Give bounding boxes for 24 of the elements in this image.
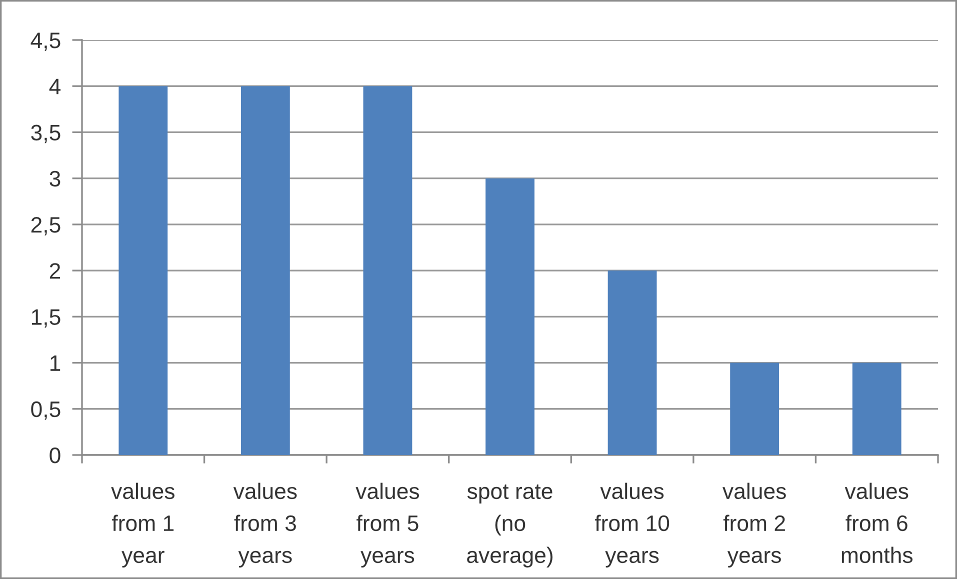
x-tick-label: values from 5 years: [356, 482, 420, 568]
x-tick-label: values from 3 years: [233, 482, 297, 568]
y-tick-label: 4: [49, 78, 61, 94]
y-tick-label: 2: [50, 263, 60, 279]
x-tick-label: values from 1 year: [111, 482, 174, 568]
x-tick-label: values from 2 years: [722, 482, 786, 568]
bar: [118, 86, 168, 455]
bar: [730, 362, 780, 455]
y-tick-label: 0: [50, 448, 60, 464]
bar: [363, 86, 412, 455]
y-tick-label: 0,5: [31, 401, 60, 420]
bar: [608, 270, 657, 455]
y-tick-label: 2,5: [31, 216, 60, 236]
y-tick-label: 3,5: [31, 124, 60, 144]
bar: [852, 362, 902, 455]
y-tick-label: 1,5: [32, 309, 60, 328]
x-tick-label: values from 10 years: [594, 482, 670, 568]
x-tick-label: spot rate (no average): [467, 484, 552, 568]
y-tick-label: 4,5: [30, 32, 60, 51]
x-tick-label: values from 6 months: [842, 482, 912, 564]
bar: [240, 86, 290, 455]
bar: [486, 178, 534, 455]
y-tick-label: 3: [50, 170, 60, 187]
y-tick-label: 1: [50, 356, 60, 371]
